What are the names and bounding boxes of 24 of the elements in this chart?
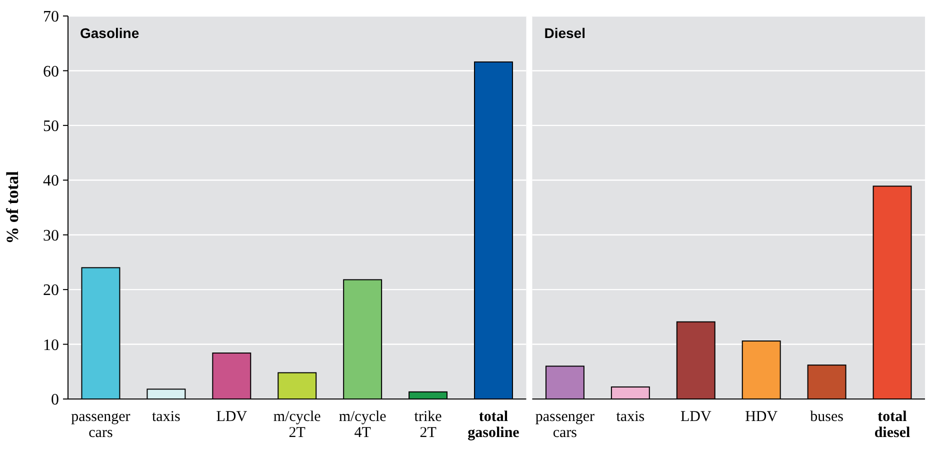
x-tick-label: HDV	[745, 409, 778, 425]
text: Gasoline	[80, 25, 140, 41]
x-tick-label: m/cycle 4T	[338, 409, 387, 441]
text: Diesel	[544, 25, 586, 41]
y-tick-label: 40	[43, 172, 59, 190]
x-tick-label: passenger cars	[535, 409, 595, 441]
y-tick-label: 50	[43, 118, 59, 136]
x-tick-label: trike 2T	[414, 409, 442, 441]
y-axis-title: % of total	[3, 170, 22, 244]
x-tick-label: LDV	[680, 409, 712, 425]
y-tick-label: 30	[43, 227, 59, 244]
x-tick-label: buses	[810, 409, 844, 425]
y-tick-label: 70	[43, 8, 59, 26]
x-tick-label: taxis	[152, 409, 181, 425]
x-tick-label: LDV	[216, 409, 248, 425]
y-tick-label: 10	[43, 336, 59, 354]
x-tick-label: total gasoline	[468, 409, 520, 441]
x-tick-label: total diesel	[874, 409, 910, 441]
x-tick-label: taxis	[616, 409, 645, 425]
x-tick-label: passenger cars	[71, 409, 130, 441]
y-tick-label: 20	[43, 282, 59, 300]
y-tick-label: 0	[51, 392, 59, 409]
y-tick-label: 60	[43, 63, 59, 80]
x-tick-label: m/cycle 2T	[273, 409, 322, 441]
